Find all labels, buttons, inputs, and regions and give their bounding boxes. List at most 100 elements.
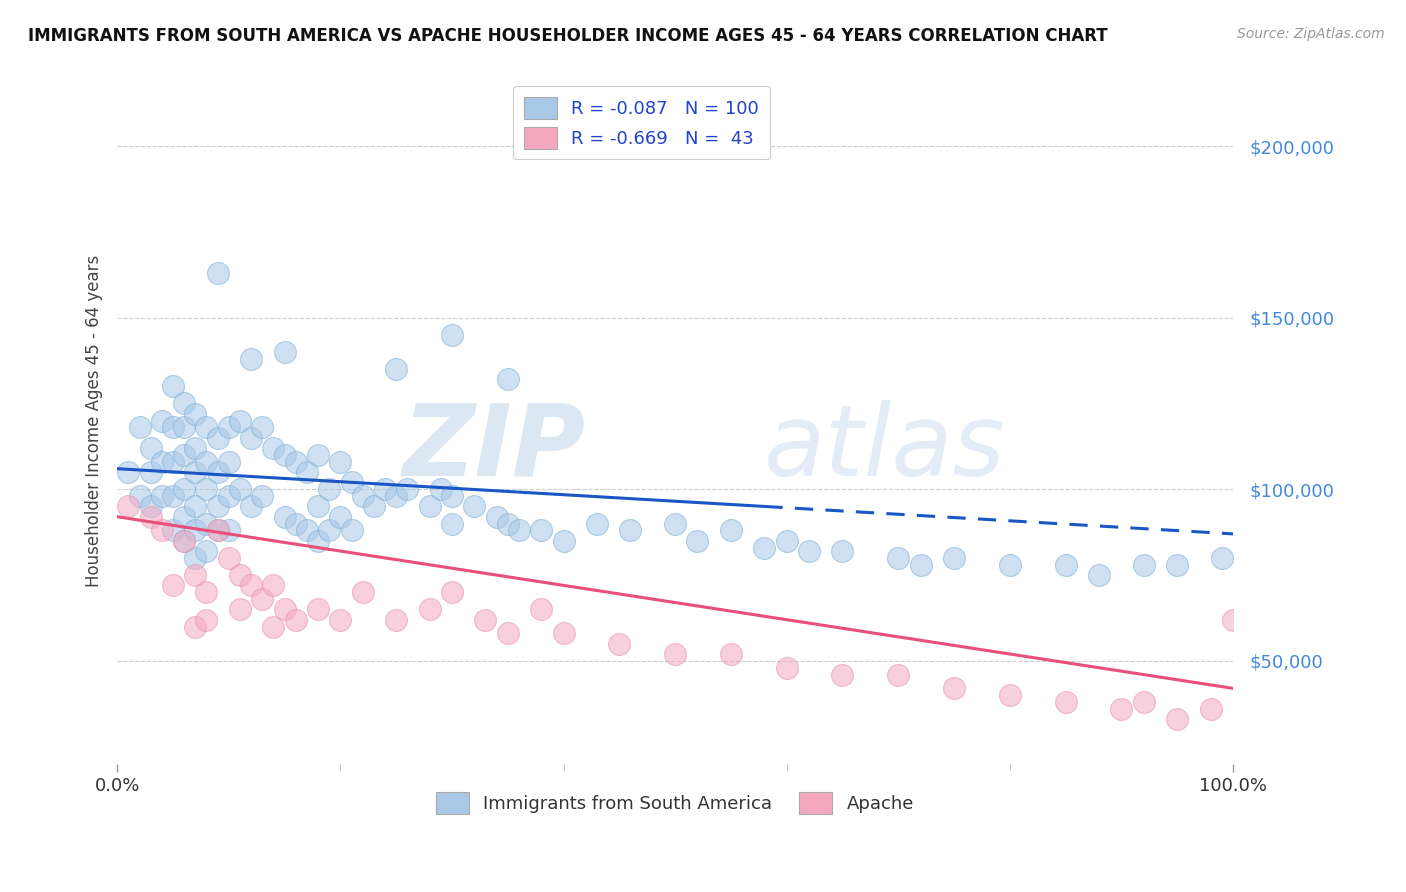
Point — [307, 602, 329, 616]
Point — [686, 533, 709, 548]
Point — [474, 613, 496, 627]
Point — [463, 500, 485, 514]
Point — [273, 602, 295, 616]
Point — [429, 483, 451, 497]
Text: Source: ZipAtlas.com: Source: ZipAtlas.com — [1237, 27, 1385, 41]
Point — [173, 448, 195, 462]
Point — [998, 558, 1021, 572]
Point — [117, 500, 139, 514]
Point — [150, 524, 173, 538]
Point — [252, 592, 274, 607]
Point — [284, 455, 307, 469]
Point — [184, 500, 207, 514]
Point — [162, 524, 184, 538]
Point — [184, 550, 207, 565]
Point — [619, 524, 641, 538]
Point — [1166, 558, 1188, 572]
Point — [419, 602, 441, 616]
Point — [218, 489, 240, 503]
Point — [1054, 558, 1077, 572]
Point — [218, 524, 240, 538]
Point — [195, 585, 218, 599]
Point — [207, 266, 229, 280]
Point — [218, 550, 240, 565]
Point — [385, 489, 408, 503]
Point — [173, 396, 195, 410]
Text: IMMIGRANTS FROM SOUTH AMERICA VS APACHE HOUSEHOLDER INCOME AGES 45 - 64 YEARS CO: IMMIGRANTS FROM SOUTH AMERICA VS APACHE … — [28, 27, 1108, 45]
Point — [273, 448, 295, 462]
Point — [440, 327, 463, 342]
Point — [139, 500, 162, 514]
Point — [831, 544, 853, 558]
Point — [887, 550, 910, 565]
Y-axis label: Householder Income Ages 45 - 64 years: Householder Income Ages 45 - 64 years — [86, 254, 103, 587]
Point — [195, 483, 218, 497]
Point — [363, 500, 385, 514]
Point — [139, 441, 162, 455]
Point — [530, 524, 553, 538]
Point — [440, 489, 463, 503]
Point — [184, 465, 207, 479]
Text: atlas: atlas — [765, 400, 1005, 497]
Point — [664, 516, 686, 531]
Point — [485, 509, 508, 524]
Point — [340, 524, 363, 538]
Point — [128, 489, 150, 503]
Point — [173, 483, 195, 497]
Point — [720, 524, 742, 538]
Point — [229, 483, 252, 497]
Point — [162, 420, 184, 434]
Point — [1088, 568, 1111, 582]
Point — [385, 613, 408, 627]
Point — [1222, 613, 1244, 627]
Point — [318, 524, 340, 538]
Point — [184, 568, 207, 582]
Point — [352, 585, 374, 599]
Point — [207, 431, 229, 445]
Point — [831, 667, 853, 681]
Point — [173, 533, 195, 548]
Point — [229, 414, 252, 428]
Point — [385, 362, 408, 376]
Point — [218, 420, 240, 434]
Point — [229, 568, 252, 582]
Point — [775, 661, 797, 675]
Point — [1166, 712, 1188, 726]
Point — [307, 500, 329, 514]
Point — [262, 619, 284, 633]
Point — [184, 619, 207, 633]
Point — [496, 372, 519, 386]
Point — [553, 626, 575, 640]
Point — [139, 509, 162, 524]
Point — [117, 465, 139, 479]
Point — [195, 420, 218, 434]
Point — [553, 533, 575, 548]
Point — [284, 516, 307, 531]
Point — [1132, 695, 1154, 709]
Point — [162, 489, 184, 503]
Point — [207, 500, 229, 514]
Point — [184, 407, 207, 421]
Point — [262, 578, 284, 592]
Point — [352, 489, 374, 503]
Legend: Immigrants from South America, Apache: Immigrants from South America, Apache — [427, 783, 922, 823]
Point — [207, 465, 229, 479]
Point — [1199, 702, 1222, 716]
Point — [195, 516, 218, 531]
Point — [530, 602, 553, 616]
Point — [374, 483, 396, 497]
Point — [184, 524, 207, 538]
Point — [139, 465, 162, 479]
Point — [195, 455, 218, 469]
Point — [162, 578, 184, 592]
Point — [173, 509, 195, 524]
Point — [252, 489, 274, 503]
Point — [195, 613, 218, 627]
Point — [128, 420, 150, 434]
Point — [586, 516, 609, 531]
Point — [295, 524, 318, 538]
Point — [184, 441, 207, 455]
Point — [329, 509, 352, 524]
Point — [775, 533, 797, 548]
Point — [1054, 695, 1077, 709]
